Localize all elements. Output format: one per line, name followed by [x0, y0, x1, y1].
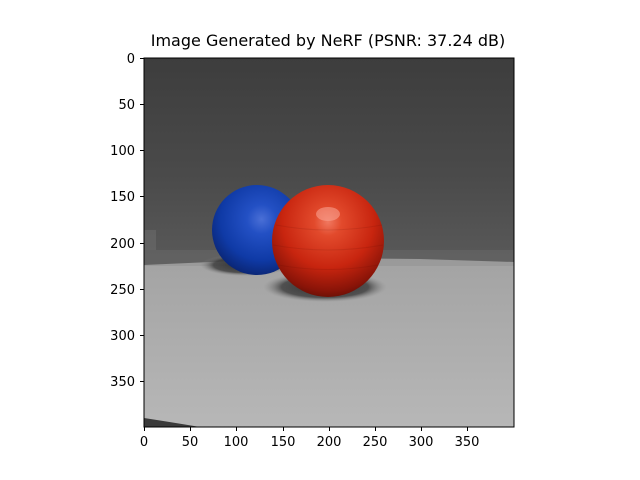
x-tick-labels: 0 50 100 150 200 250 300 350 [140, 435, 480, 450]
y-tick-label: 0 [127, 52, 135, 67]
y-tick-label: 200 [110, 237, 135, 252]
red-sphere [272, 185, 384, 297]
y-axis [140, 58, 144, 382]
y-tick-label: 100 [110, 144, 135, 159]
y-tick-label: 50 [118, 98, 135, 113]
rendered-scene-image [144, 58, 514, 427]
y-tick-labels: 0 50 100 150 200 250 300 350 [110, 52, 135, 390]
x-tick-label: 350 [455, 435, 480, 450]
x-tick-label: 0 [140, 435, 148, 450]
x-axis [144, 427, 468, 431]
x-tick-label: 300 [409, 435, 434, 450]
x-tick-label: 150 [271, 435, 296, 450]
x-tick-label: 50 [182, 435, 199, 450]
x-tick-label: 200 [317, 435, 342, 450]
figure-title: Image Generated by NeRF (PSNR: 37.24 dB) [150, 31, 506, 50]
x-tick-label: 250 [363, 435, 388, 450]
y-tick-label: 300 [110, 329, 135, 344]
y-tick-label: 250 [110, 283, 135, 298]
x-tick-label: 100 [224, 435, 249, 450]
y-tick-label: 350 [110, 375, 135, 390]
y-tick-label: 150 [110, 190, 135, 205]
